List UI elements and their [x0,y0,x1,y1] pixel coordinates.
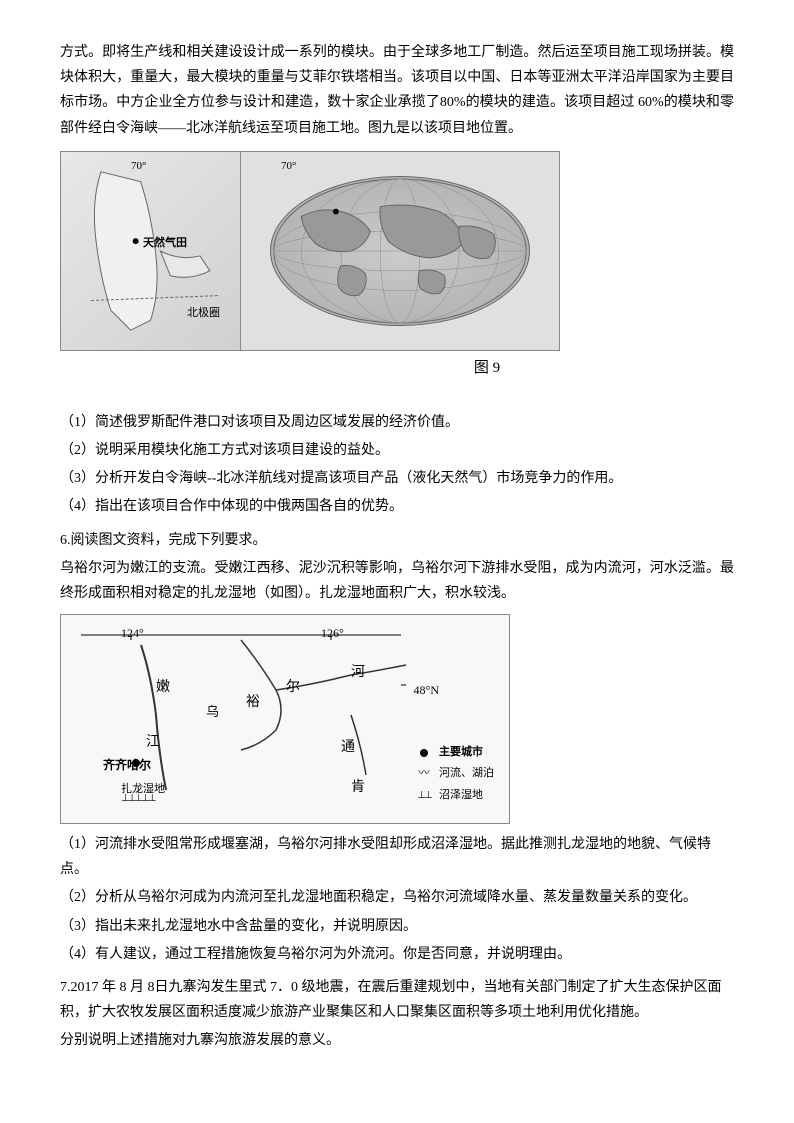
paragraph-7: 分别说明上述措施对九寨沟旅游发展的意义。 [60,1028,734,1053]
legend-city-label: 主要城市 [439,743,483,763]
legend-river: 〰 河流、湖泊 [414,764,494,784]
coord-label: 70° [131,157,146,177]
river-jiang: 江 [146,730,160,755]
paragraph-6: 乌裕尔河为嫩江的支流。受嫩江西移、泥沙沉积等影响，乌裕尔河下游排水受阻，成为内流… [60,556,734,606]
gas-field-label: 天然气田 [143,234,187,254]
river-nen: 嫩 [156,675,170,700]
legend-wetland: ⊥⊥ 沼泽湿地 [414,786,494,806]
intro-paragraph: 方式。即将生产线和相关建设设计成一系列的模块。由于全球多地工厂制造。然后运至项目… [60,40,734,141]
legend-wetland-label: 沼泽湿地 [439,786,483,806]
arctic-label: 北极圈 [187,304,220,324]
question-6-3: （3）指出未来扎龙湿地水中含盐量的变化，并说明原因。 [60,914,734,939]
globe-svg [271,177,529,325]
wetland-icon: ⊥⊥ [414,790,434,802]
figure-9-right-globe: 70° [241,152,559,350]
river-yu: 裕 [246,690,260,715]
question-3: （3）分析开发白令海峡--北冰洋航线对提高该项目产品（液化天然气）市场竞争力的作… [60,466,734,491]
heading-6: 6.阅读图文资料，完成下列要求。 [60,528,734,553]
legend-city: 主要城市 [414,743,494,763]
legend: 主要城市 〰 河流、湖泊 ⊥⊥ 沼泽湿地 [414,741,494,808]
figure-9-container: 70° 天然气田 北极圈 70° [60,151,734,382]
river-er: 尔 [286,675,300,700]
city-qiqihar: 齐齐哈尔 [103,755,151,777]
figure-9: 70° 天然气田 北极圈 70° [60,151,560,351]
question-4: （4）指出在该项目合作中体现的中俄两国各自的优势。 [60,494,734,519]
question-6-1: （1）河流排水受阻常形成堰塞湖，乌裕尔河排水受阻却形成沼泽湿地。据此推测扎龙湿地… [60,832,734,882]
river-ken: 肯 [351,775,365,800]
figure-9-left-map: 70° 天然气田 北极圈 [61,152,241,350]
river-wu: 乌 [206,700,219,723]
figure-10: 124° 126° 48°N 嫩 江 乌 裕 尔 河 通 肯 齐齐哈尔 扎龙湿地… [60,614,510,824]
river-he: 河 [351,660,365,685]
question-2: （2）说明采用模块化施工方式对该项目建设的益处。 [60,438,734,463]
legend-river-label: 河流、湖泊 [439,764,494,784]
wetland-pattern-icon: ⊥⊥⊥⊥⊥ [121,790,155,808]
world-globe [270,176,530,326]
river-tong: 通 [341,735,355,760]
heading-7: 7.2017 年 8 月 8日九寨沟发生里式 7．0 级地震，在震后重建规划中，… [60,975,734,1025]
figure-9-caption: 图 9 [240,355,734,382]
question-6-4: （4）有人建议，通过工程措施恢复乌裕尔河为外流河。你是否同意，并说明理由。 [60,942,734,967]
question-1: （1）简述俄罗斯配件港口对该项目及周边区域发展的经济价值。 [60,410,734,435]
coord-label-right: 70° [281,157,296,177]
question-6-2: （2）分析从乌裕尔河成为内流河至扎龙湿地面积稳定，乌裕尔河流域降水量、蒸发量数量… [60,885,734,910]
city-dot-icon [414,747,434,759]
river-line-icon: 〰 [414,768,434,780]
